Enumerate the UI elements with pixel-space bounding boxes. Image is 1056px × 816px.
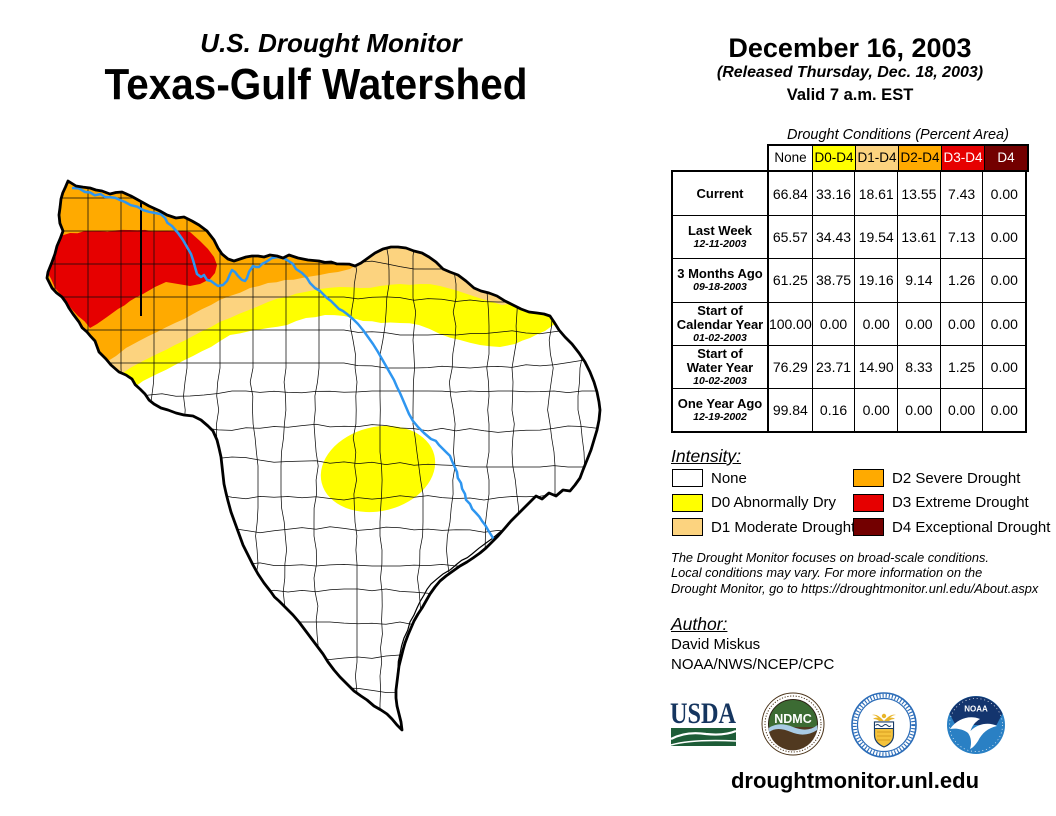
svg-text:USDA: USDA	[670, 700, 736, 730]
svg-text:NDMC: NDMC	[774, 712, 812, 726]
svg-text:NOAA: NOAA	[964, 705, 988, 714]
